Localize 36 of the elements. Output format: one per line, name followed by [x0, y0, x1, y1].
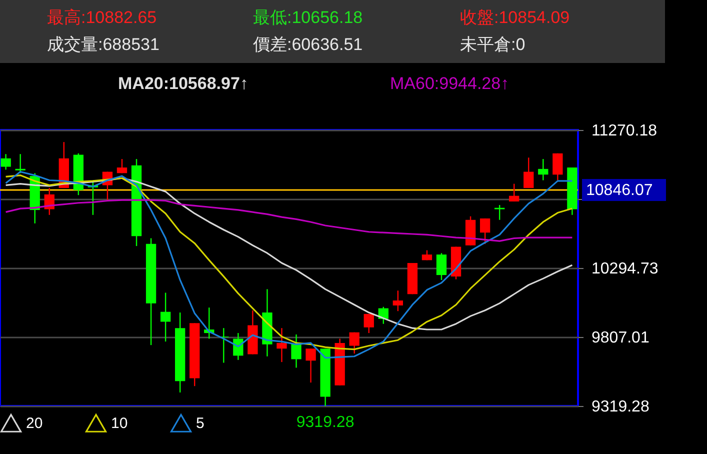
text: 未平倉:0: [460, 35, 526, 55]
candlestick: [218, 327, 229, 364]
candlestick: [0, 153, 11, 170]
candlestick: [160, 292, 171, 342]
candlestick: [509, 183, 520, 202]
y-tick-label: 11270.18: [592, 122, 658, 140]
y-tick-label: 9807.01: [592, 330, 650, 346]
candlestick: [291, 334, 302, 368]
ref-line-label: 10846.07: [586, 182, 653, 199]
candlestick: [306, 348, 316, 384]
candlestick: [524, 157, 534, 189]
legend-label: 10: [111, 415, 128, 432]
text: MA60:9944.28↑: [390, 74, 510, 94]
candlestick: [349, 332, 360, 354]
candlestick: [276, 327, 287, 363]
legend-label: 5: [196, 415, 204, 432]
candlestick: [436, 252, 447, 281]
text: 成交量:688531: [47, 35, 160, 55]
y-tick-label: 9319.28: [592, 398, 650, 416]
candlestick: [15, 153, 26, 174]
annotation: 9319.28: [296, 414, 354, 431]
text: MA20:10568.97↑: [118, 74, 248, 94]
candlestick: [552, 152, 563, 181]
text: 最高:10882.65: [47, 8, 157, 28]
text: 價差:60636.51: [253, 35, 363, 55]
y-tick-label: 10294.73: [592, 260, 658, 278]
candlestick: [116, 158, 128, 174]
candlestick: [233, 332, 244, 361]
candlestick: [364, 313, 374, 334]
candlestick: [538, 158, 548, 181]
text: 收盤:10854.09: [460, 8, 570, 28]
candlestick: [392, 290, 404, 312]
candlestick: [494, 204, 505, 220]
legend-label: 20: [26, 415, 43, 432]
candlestick: [480, 218, 490, 245]
text: 最低:10656.18: [253, 8, 363, 28]
